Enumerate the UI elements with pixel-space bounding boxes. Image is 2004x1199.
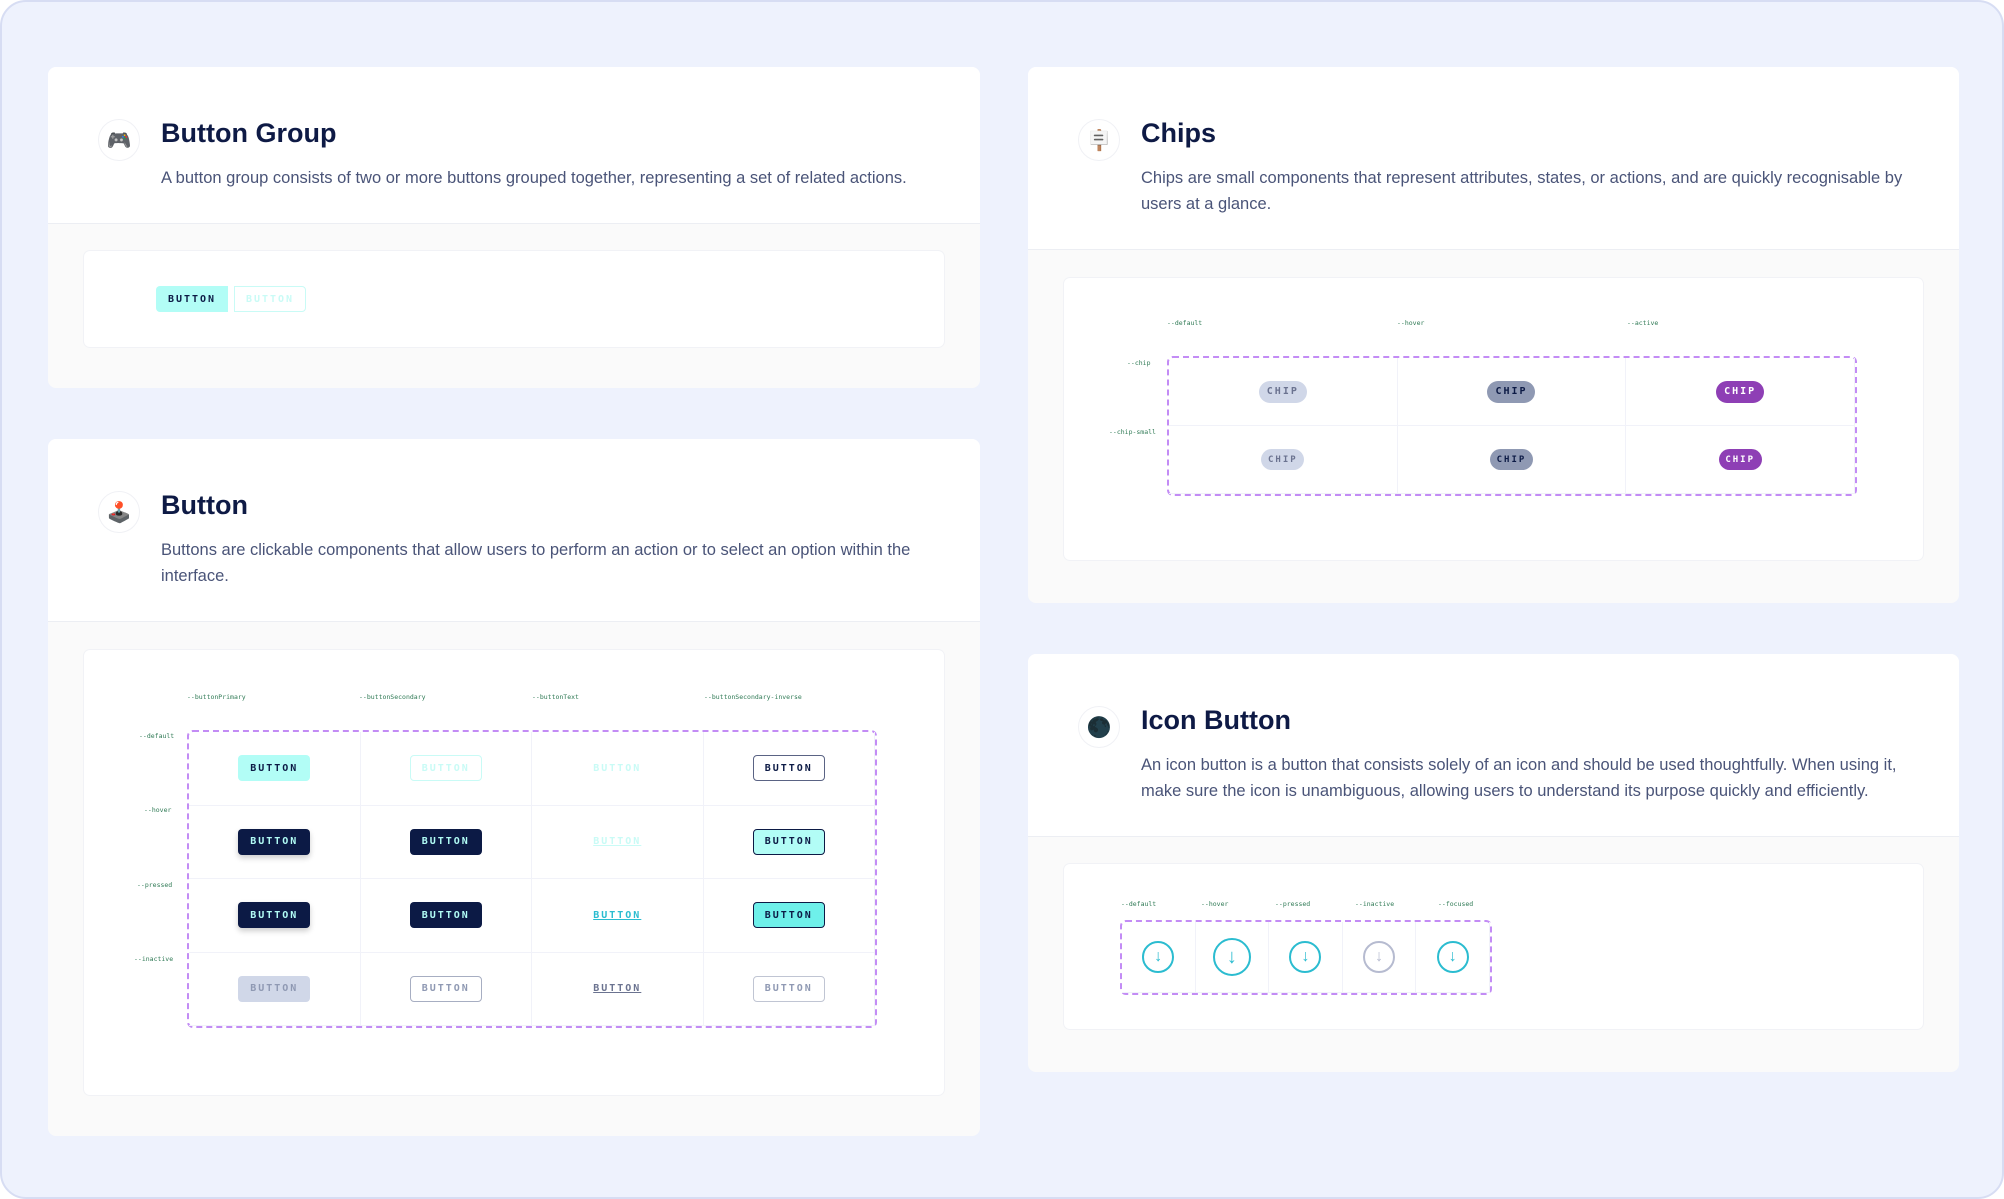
button-group: BUTTON BUTTON — [156, 286, 306, 312]
button-card: 🕹️ Button Buttons are clickable componen… — [48, 439, 980, 1136]
moon-icon: 🌑 — [1078, 706, 1120, 748]
column-label: --buttonSecondary-inverse — [704, 693, 802, 701]
group-button-secondary[interactable]: BUTTON — [234, 286, 306, 312]
row-label: --default — [139, 732, 175, 740]
card-header: 🌑 Icon Button An icon button is a button… — [1028, 654, 1959, 837]
card-title: Icon Button — [1141, 705, 1291, 735]
card-header: 🪧 Chips Chips are small components that … — [1028, 67, 1959, 250]
inverse-pressed-button[interactable]: BUTTON — [752, 902, 825, 929]
arrow-down-icon[interactable]: ↓ — [1289, 941, 1322, 973]
card-description: An icon button is a button that consists… — [1141, 756, 1897, 800]
secondary-hover-button[interactable]: BUTTON — [409, 828, 482, 855]
card-title: Button Group — [161, 118, 337, 148]
row-label: --hover — [144, 806, 172, 814]
chip-small-active[interactable]: CHIP — [1718, 449, 1762, 470]
signpost-icon: 🪧 — [1078, 119, 1120, 161]
secondary-inactive-button: BUTTON — [409, 975, 482, 1002]
primary-hover-button[interactable]: BUTTON — [238, 828, 311, 855]
text-pressed-button[interactable]: BUTTON — [593, 909, 642, 921]
game-controller-icon: 🎮 — [98, 119, 140, 161]
row-label: --pressed — [137, 881, 173, 889]
column-label: --buttonPrimary — [187, 693, 246, 701]
secondary-default-button[interactable]: BUTTON — [409, 755, 482, 782]
column-label: --buttonText — [532, 693, 579, 701]
card-header: 🎮 Button Group A button group consists o… — [48, 67, 980, 224]
demo-panel: --buttonPrimary --buttonSecondary --butt… — [84, 650, 944, 1095]
arrow-down-icon[interactable]: ↓ — [1436, 941, 1469, 973]
column-label: --default — [1167, 319, 1203, 327]
primary-pressed-button[interactable]: BUTTON — [238, 902, 311, 929]
column-label: --inactive — [1355, 900, 1395, 908]
chip-state-grid: CHIP CHIP CHIP CHIP CHIP CHIP — [1167, 356, 1857, 496]
inverse-inactive-button: BUTTON — [752, 975, 825, 1002]
icon-button-state-grid: ↓ ↓ ↓ ↓ ↓ — [1120, 920, 1492, 995]
card-description: Buttons are clickable components that al… — [161, 541, 911, 585]
chip-small-default[interactable]: CHIP — [1261, 449, 1305, 470]
icon-button-card: 🌑 Icon Button An icon button is a button… — [1028, 654, 1959, 1072]
button-group-card: 🎮 Button Group A button group consists o… — [48, 67, 980, 388]
primary-inactive-button: BUTTON — [238, 975, 311, 1002]
text-inactive-button: BUTTON — [593, 983, 642, 995]
card-description: A button group consists of two or more b… — [161, 169, 907, 187]
column-label: --active — [1627, 319, 1659, 327]
column-label: --default — [1121, 900, 1157, 908]
chip-small-hover[interactable]: CHIP — [1489, 449, 1533, 470]
demo-panel: --default --hover --pressed --inactive -… — [1064, 864, 1923, 1029]
demo-panel: --default --hover --active --chip --chip… — [1064, 278, 1923, 560]
arrow-down-icon[interactable]: ↓ — [1142, 941, 1175, 973]
card-header: 🕹️ Button Buttons are clickable componen… — [48, 439, 980, 622]
inverse-default-button[interactable]: BUTTON — [752, 755, 825, 782]
demo-panel: BUTTON BUTTON — [84, 251, 944, 347]
card-title: Button — [161, 490, 248, 520]
group-button-primary[interactable]: BUTTON — [156, 286, 228, 312]
column-label: --pressed — [1275, 900, 1311, 908]
text-hover-button[interactable]: BUTTON — [593, 836, 642, 848]
card-description: Chips are small components that represen… — [1141, 169, 1903, 213]
text-default-button[interactable]: BUTTON — [593, 762, 642, 774]
secondary-pressed-button[interactable]: BUTTON — [409, 902, 482, 929]
arrow-down-icon: ↓ — [1363, 941, 1396, 973]
primary-default-button[interactable]: BUTTON — [238, 755, 311, 782]
arrow-down-icon[interactable]: ↓ — [1212, 938, 1251, 976]
joystick-icon: 🕹️ — [98, 491, 140, 533]
chip-active[interactable]: CHIP — [1716, 380, 1765, 403]
column-label: --hover — [1397, 319, 1425, 327]
chip-default[interactable]: CHIP — [1258, 380, 1307, 403]
chips-card: 🪧 Chips Chips are small components that … — [1028, 67, 1959, 603]
column-label: --buttonSecondary — [359, 693, 426, 701]
row-label: --chip — [1127, 359, 1151, 367]
column-label: --hover — [1201, 900, 1229, 908]
card-title: Chips — [1141, 118, 1217, 148]
button-state-grid: BUTTON BUTTON BUTTON BUTTON BUTTON BUTTO… — [187, 730, 877, 1028]
column-label: --focused — [1438, 900, 1474, 908]
chip-hover[interactable]: CHIP — [1487, 380, 1536, 403]
row-label: --inactive — [134, 955, 174, 963]
row-label: --chip-small — [1109, 428, 1156, 436]
inverse-hover-button[interactable]: BUTTON — [752, 828, 825, 855]
